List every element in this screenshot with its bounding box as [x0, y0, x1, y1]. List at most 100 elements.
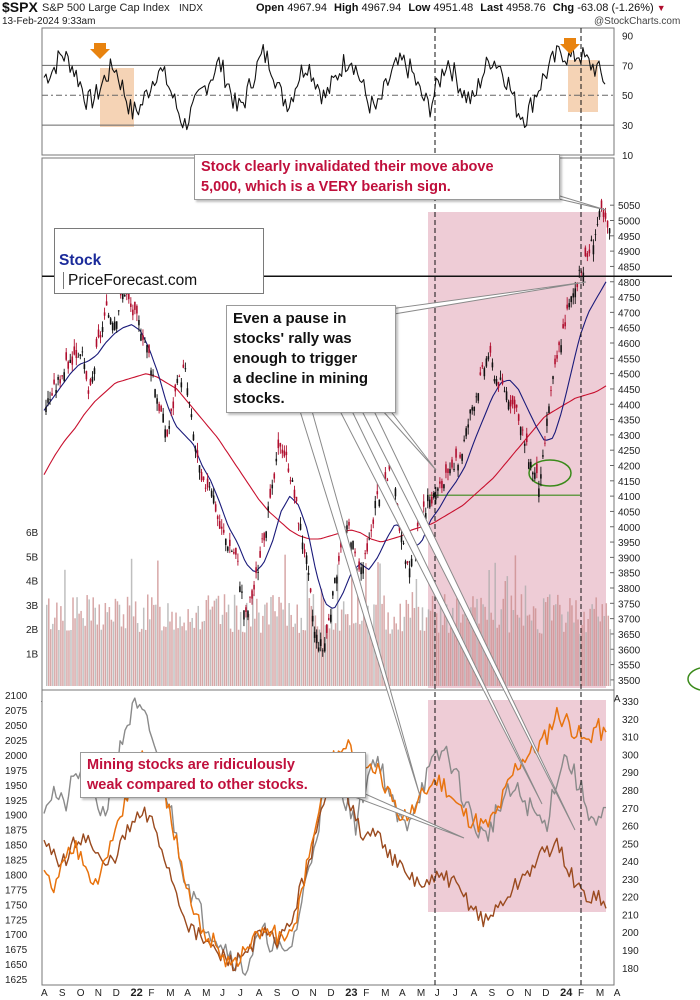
- price-candle-body: [243, 610, 245, 620]
- price-tick-label: 3900: [618, 553, 641, 564]
- volume-bar: [74, 618, 76, 686]
- volume-bar: [456, 598, 458, 686]
- volume-bar: [435, 613, 438, 686]
- volume-bar: [504, 581, 507, 686]
- ratio-left-tick-label: 1625: [5, 975, 28, 986]
- volume-bar: [179, 616, 181, 686]
- volume-bar: [553, 605, 555, 686]
- volume-bar: [355, 622, 357, 686]
- volume-bar: [342, 601, 345, 686]
- price-candle-body: [158, 403, 160, 411]
- volume-bar: [302, 630, 305, 686]
- price-candle-body: [301, 542, 304, 550]
- volume-bar: [68, 630, 70, 686]
- price-tick-label: 4200: [618, 462, 641, 473]
- price-candle-body: [186, 388, 189, 396]
- price-candle-body: [477, 393, 480, 401]
- volume-bar: [86, 595, 88, 686]
- price-candle-body: [570, 296, 572, 303]
- volume-bar: [470, 607, 472, 686]
- volume-bar: [138, 631, 141, 686]
- volume-bar: [262, 615, 264, 686]
- price-candle-body: [439, 481, 441, 484]
- price-candle-body: [180, 382, 183, 388]
- ratio-right-tick-label: 240: [622, 857, 639, 868]
- volume-bar: [248, 613, 250, 686]
- volume-bar: [147, 594, 149, 686]
- price-candle-body: [538, 488, 540, 498]
- volume-bar: [407, 603, 410, 686]
- price-candle-body: [590, 239, 593, 242]
- ratio-x-tick-label: S: [489, 988, 496, 999]
- volume-bar: [219, 624, 222, 686]
- volume-bar: [183, 622, 185, 686]
- price-candle-body: [283, 450, 286, 457]
- ratio-x-tick-label: O: [77, 988, 85, 999]
- volume-bar: [175, 612, 177, 686]
- volume-bar: [417, 606, 420, 686]
- price-candle-body: [568, 303, 570, 308]
- volume-bar: [441, 625, 444, 686]
- price-candle-body: [364, 553, 366, 555]
- volume-bar: [276, 616, 278, 686]
- volume-bar: [365, 563, 367, 686]
- price-tick-label: 4500: [618, 370, 641, 381]
- price-candle-body: [416, 523, 419, 527]
- price-tick-label: 4700: [618, 308, 641, 319]
- price-candle-body: [152, 374, 154, 376]
- volume-bar: [286, 625, 288, 686]
- price-candle-body: [606, 220, 609, 228]
- volume-bar: [528, 614, 531, 686]
- price-candle-body: [49, 399, 51, 400]
- price-candle-body: [63, 372, 65, 381]
- volume-bar: [280, 602, 282, 686]
- volume-bar: [243, 632, 246, 686]
- volume-bar: [454, 623, 456, 686]
- volume-bar: [411, 592, 414, 686]
- price-candle-body: [77, 356, 80, 358]
- price-candle-body: [89, 379, 92, 386]
- volume-bar: [155, 604, 157, 686]
- price-candle-body: [406, 561, 409, 563]
- price-candle-body: [360, 567, 362, 575]
- volume-bar: [64, 569, 66, 686]
- volume-bar: [185, 630, 187, 686]
- price-candle-body: [558, 342, 560, 346]
- price-candle-body: [231, 550, 233, 552]
- rsi-tick-label: 50: [622, 91, 634, 102]
- price-candle-body: [461, 453, 463, 461]
- ohlc-readout: Open 4967.94 High 4967.94 Low 4951.48 La…: [256, 2, 666, 14]
- price-candle-body: [297, 522, 300, 524]
- price-candle-body: [79, 354, 82, 356]
- volume-bar: [605, 603, 608, 686]
- volume-bar: [346, 614, 349, 686]
- price-candle-body: [148, 345, 150, 354]
- price-tick-label: 4950: [618, 232, 641, 243]
- volume-bar: [544, 602, 547, 686]
- low-value: 4951.48: [433, 2, 474, 14]
- legend-stock-label: Stock: [59, 252, 102, 269]
- price-candle-body: [287, 468, 290, 472]
- price-candle-body: [132, 309, 134, 316]
- high-value: 4967.94: [361, 2, 402, 14]
- price-candle-body: [245, 607, 247, 612]
- volume-bar: [278, 596, 280, 686]
- ratio-x-tick-label: N: [310, 988, 317, 999]
- volume-bar: [272, 595, 274, 686]
- price-candle-body: [334, 577, 336, 583]
- price-candle-body: [596, 224, 599, 225]
- volume-bar: [383, 595, 385, 686]
- volume-bar: [118, 604, 121, 686]
- price-candle-body: [317, 647, 320, 651]
- volume-bar: [241, 631, 244, 686]
- price-candle-body: [441, 480, 443, 489]
- volume-bar: [205, 599, 208, 686]
- volume-bar: [284, 554, 286, 686]
- volume-bar: [579, 633, 581, 686]
- ratio-right-tick-label: 230: [622, 875, 639, 886]
- volume-bar: [88, 599, 90, 686]
- price-candle-body: [101, 327, 104, 333]
- volume-bar: [94, 607, 96, 686]
- volume-bar: [565, 622, 567, 686]
- volume-bar: [92, 597, 94, 686]
